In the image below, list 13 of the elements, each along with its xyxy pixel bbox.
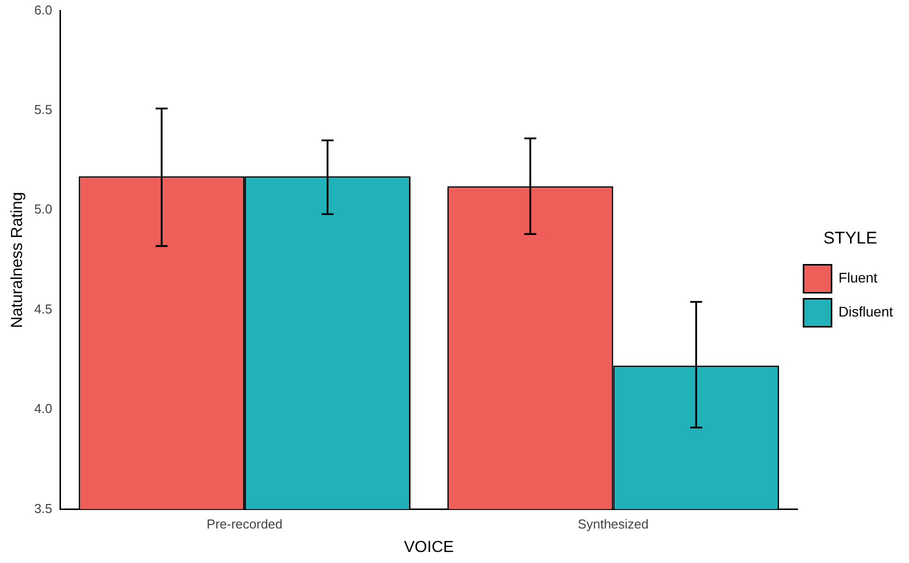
legend-label: Disfluent (838, 304, 894, 320)
y-tick-label: 4.0 (34, 401, 52, 416)
x-axis-title: VOICE (404, 538, 454, 556)
y-tick-label: 4.5 (34, 301, 52, 316)
y-axis-title: Naturalness Rating (9, 192, 26, 328)
legend-label: Fluent (838, 270, 878, 286)
y-tick-label: 6.0 (34, 2, 52, 18)
legend-title: STYLE (823, 228, 878, 248)
y-tick-label: 5.0 (34, 202, 52, 217)
x-tick-label: Pre-recorded (206, 516, 283, 532)
y-tick-label: 5.5 (34, 102, 52, 118)
y-tick-label: 3.5 (34, 500, 52, 516)
x-tick-label: Synthesized (578, 516, 649, 532)
